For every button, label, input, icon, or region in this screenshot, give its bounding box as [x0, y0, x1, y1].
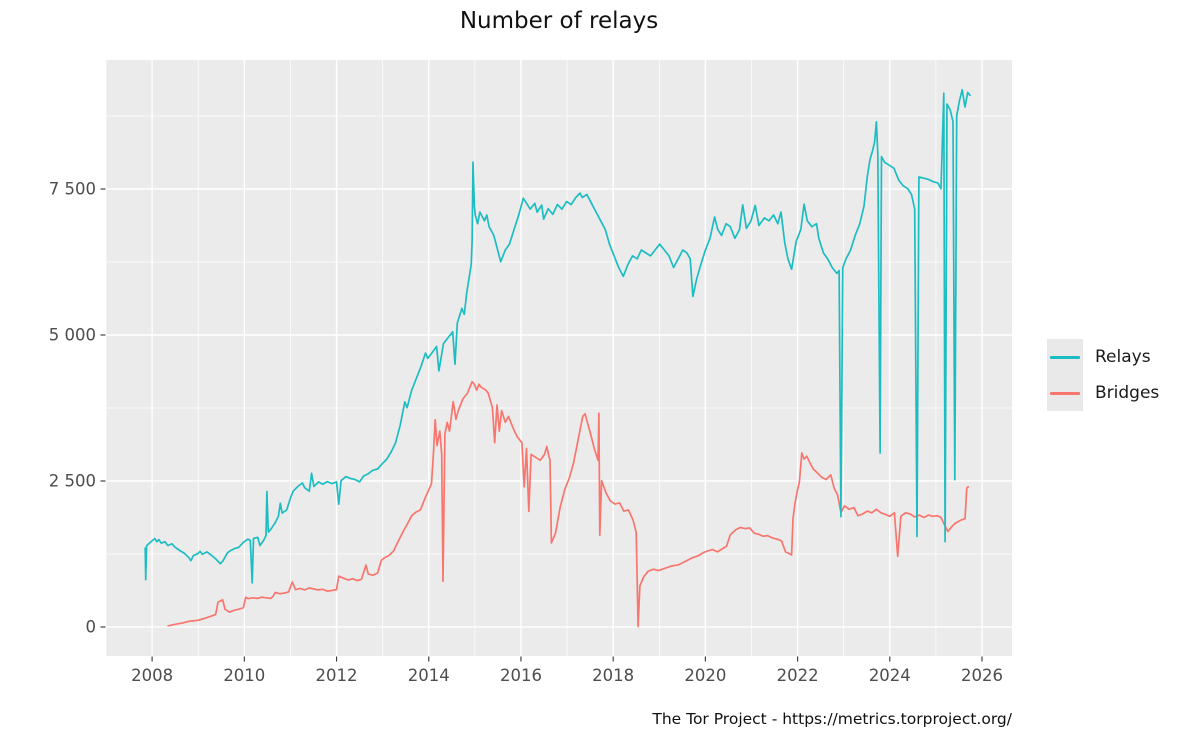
plot-panel: [106, 60, 1012, 656]
x-tick-label: 2022: [777, 666, 819, 685]
chart-caption: The Tor Project - https://metrics.torpro…: [652, 710, 1012, 728]
relays-series-line: [144, 88, 971, 584]
bridges-line-icon: [1050, 391, 1080, 395]
x-tick-label: 2010: [223, 666, 265, 685]
x-tick-label: 2020: [684, 666, 726, 685]
x-tick-label: 2012: [316, 666, 358, 685]
bridges-series-line: [167, 380, 970, 628]
x-tick-label: 2018: [592, 666, 634, 685]
y-tick-label: 5 000: [49, 325, 96, 344]
legend: Relays Bridges: [1047, 339, 1159, 411]
x-tick-label: 2008: [131, 666, 173, 685]
legend-label-bridges: Bridges: [1095, 383, 1160, 403]
y-tick-label: 0: [86, 617, 97, 636]
y-tick-label: 7 500: [49, 179, 96, 198]
legend-item-relays: Relays: [1047, 339, 1159, 375]
chart-title: Number of relays: [459, 8, 659, 34]
x-tick-label: 2016: [500, 666, 542, 685]
relays-line-icon: [1050, 355, 1080, 359]
x-tick-label: 2026: [961, 666, 1003, 685]
relays-swatch: [1047, 339, 1083, 375]
x-tick-label: 2024: [869, 666, 911, 685]
bridges-swatch: [1047, 375, 1083, 411]
y-tick-label: 2 500: [49, 471, 96, 490]
legend-item-bridges: Bridges: [1047, 375, 1159, 411]
legend-label-relays: Relays: [1095, 347, 1151, 367]
x-tick-label: 2014: [408, 666, 450, 685]
